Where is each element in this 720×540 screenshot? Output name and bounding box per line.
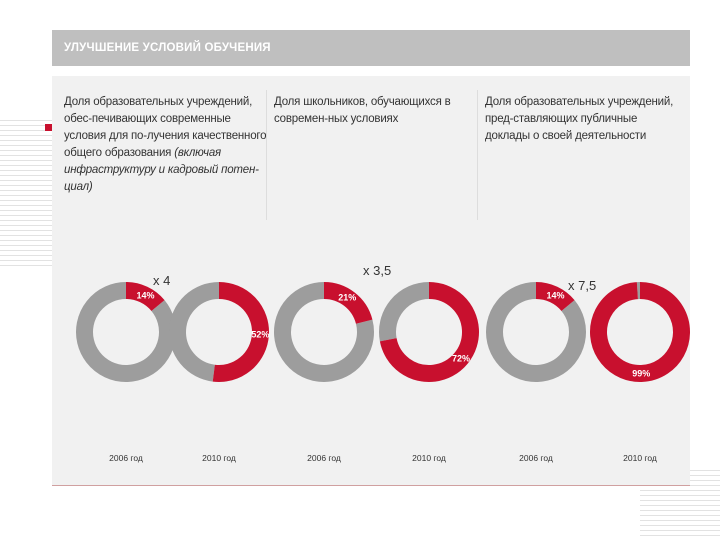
year-label: 2006 год <box>307 453 341 463</box>
year-label: 2006 год <box>109 453 143 463</box>
donut-remainder-segment <box>486 282 586 382</box>
decorative-stripes-left <box>0 120 55 270</box>
donut-percent-label: 99% <box>632 368 650 378</box>
column-separator <box>477 90 478 220</box>
donut-value-segment <box>212 282 269 382</box>
donut-value-segment <box>125 282 165 312</box>
page-title: УЛУЧШЕНИЕ УСЛОВИЙ ОБУЧЕНИЯ <box>52 30 690 66</box>
donut-percent-label: 14% <box>136 290 154 300</box>
growth-ratio-label: x 3,5 <box>363 263 391 278</box>
growth-ratio-label: x 4 <box>153 273 170 288</box>
donut-percent-label: 21% <box>338 293 356 303</box>
caption-block-2: Доля школьников, обучающихся в современ-… <box>274 94 469 128</box>
year-label: 2010 год <box>412 453 446 463</box>
bottom-rule <box>52 485 690 486</box>
caption-text-2: Доля школьников, обучающихся в современ-… <box>274 96 451 125</box>
donut-percent-label: 52% <box>251 330 269 340</box>
donut-remainder-segment <box>274 282 374 382</box>
donut-remainder-segment <box>169 282 220 382</box>
slide-bullet <box>45 124 52 131</box>
panel-divider <box>52 66 690 76</box>
caption-text-1: Доля образовательных учреждений, обес-пе… <box>64 96 267 159</box>
caption-block-1: Доля образовательных учреждений, обес-пе… <box>64 94 269 196</box>
donut-percent-label: 14% <box>546 290 564 300</box>
donut-remainder-segment <box>76 282 176 382</box>
donut-value-segment <box>535 282 575 312</box>
caption-italic-1: (включая инфраструктуру и кадровый потен… <box>64 147 259 193</box>
growth-ratio-label: x 7,5 <box>568 278 596 293</box>
year-label: 2006 год <box>519 453 553 463</box>
donut-value-segment <box>323 282 373 325</box>
year-label: 2010 год <box>623 453 657 463</box>
year-label: 2010 год <box>202 453 236 463</box>
donut-value-segment <box>379 282 479 382</box>
donut-remainder-segment <box>379 282 430 342</box>
column-separator <box>266 90 267 220</box>
donut-percent-label: 72% <box>452 353 470 363</box>
caption-text-3: Доля образовательных учреждений, пред-ст… <box>485 96 674 142</box>
donut-value-segment <box>590 282 690 382</box>
caption-block-3: Доля образовательных учреждений, пред-ст… <box>485 94 685 145</box>
infographic-panel: УЛУЧШЕНИЕ УСЛОВИЙ ОБУЧЕНИЯ Доля образова… <box>52 30 690 485</box>
